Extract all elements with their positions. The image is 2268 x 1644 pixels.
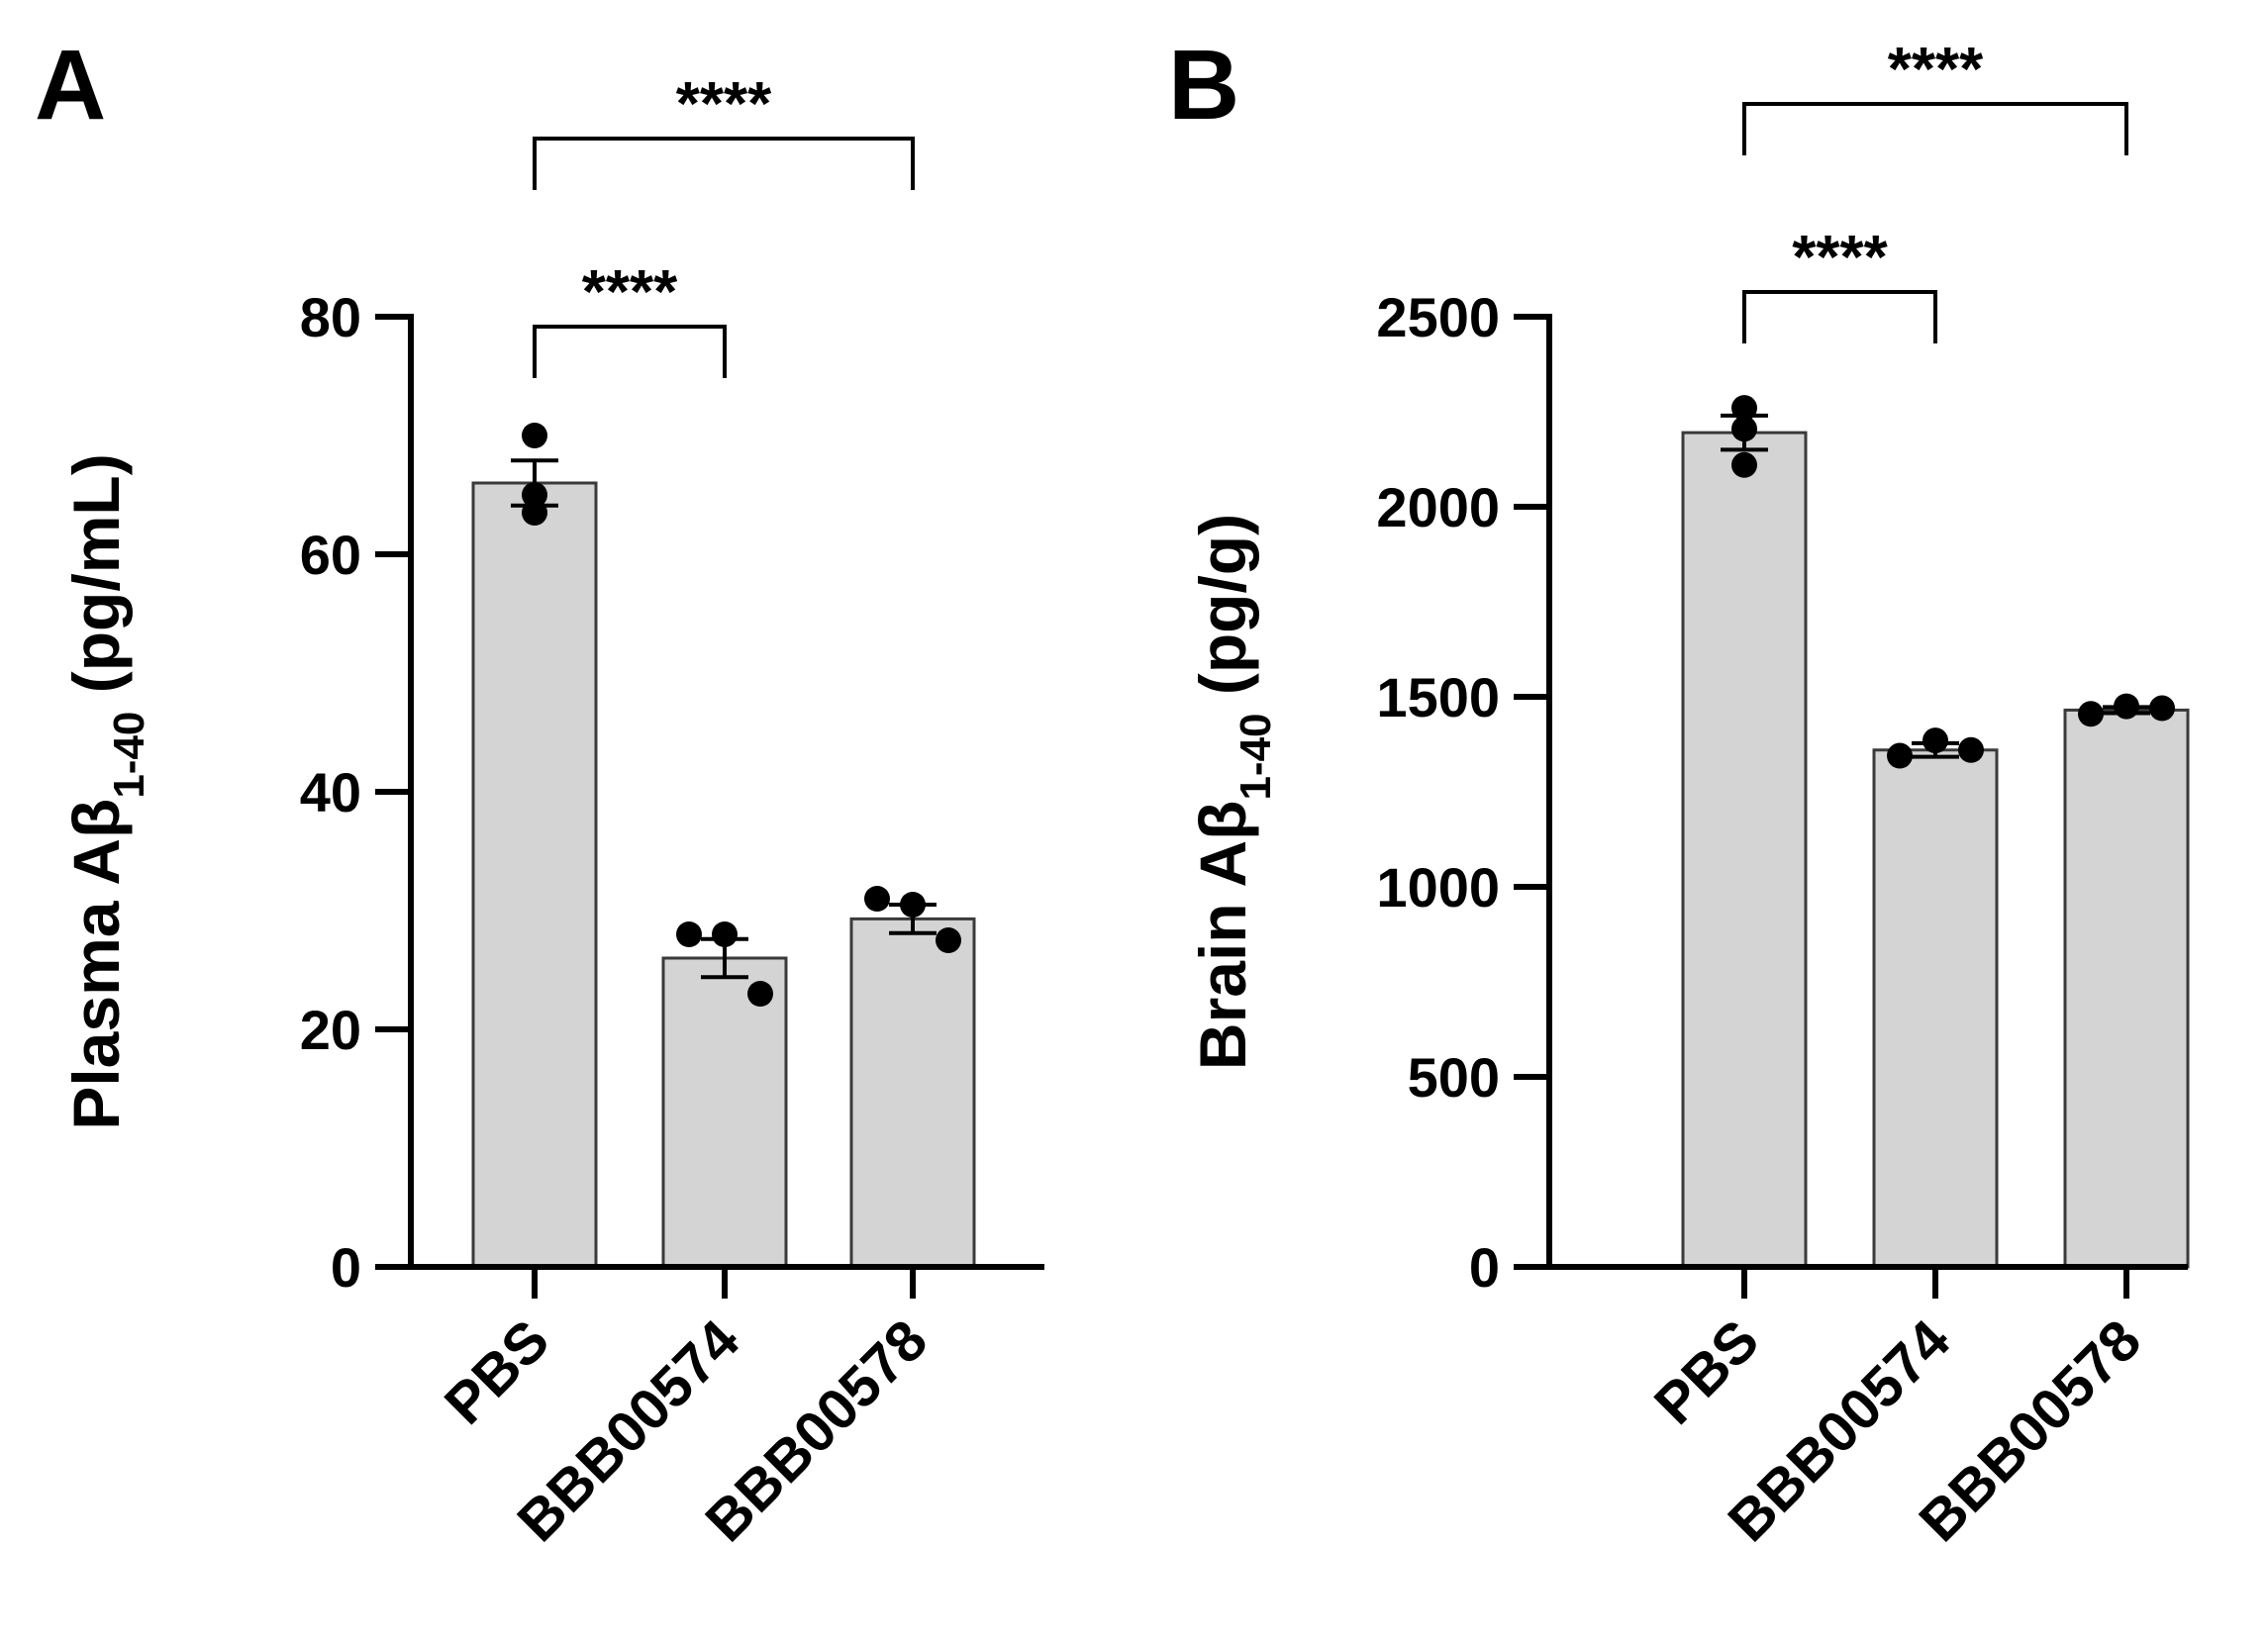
data-point — [1958, 736, 1984, 763]
significance-bracket — [1742, 290, 1937, 343]
data-point — [2078, 701, 2104, 727]
significance-label: **** — [1888, 36, 1984, 104]
y-tick-label: 0 — [331, 1236, 361, 1299]
x-tick-label-pbs: PBS — [433, 1307, 561, 1436]
panel-b: B Brain Aβ1-40 (pg/g) 0 500 1000 1500 2000 25… — [1168, 30, 2190, 1554]
significance-bracket — [1742, 102, 2128, 155]
data-point — [2114, 693, 2139, 720]
y-tick-label: 0 — [1469, 1236, 1500, 1299]
panel-label-a: A — [35, 30, 106, 141]
bar-bbb00574 — [1872, 748, 1999, 1269]
data-point — [900, 892, 926, 918]
y-tick-label: 2000 — [1376, 476, 1500, 538]
y-tick-label: 40 — [300, 761, 361, 823]
significance-label: **** — [676, 70, 772, 139]
data-point — [747, 981, 773, 1007]
y-tick-label: 1500 — [1376, 666, 1500, 728]
data-point — [936, 927, 961, 953]
significance-label: **** — [1792, 224, 1888, 292]
significance-label: **** — [582, 258, 678, 327]
data-point — [1887, 742, 1913, 769]
data-point — [1731, 395, 1757, 422]
bar-pbs — [471, 481, 598, 1269]
y-tick-label: 1000 — [1376, 856, 1500, 919]
bar-bbb00578 — [2063, 708, 2190, 1269]
y-tick-label: 2500 — [1376, 286, 1500, 348]
y-axis-label-a: Plasma Aβ1-40 (pg/mL) — [59, 453, 153, 1129]
data-point — [2149, 695, 2175, 722]
data-point — [1731, 416, 1757, 442]
panel-label-b: B — [1168, 30, 1239, 141]
x-tick-label-pbs: PBS — [1642, 1307, 1771, 1436]
y-tick-label: 80 — [300, 286, 361, 348]
significance-bracket — [533, 137, 915, 190]
panel-a: A Plasma Aβ1-40 (pg/mL) 020406080PBSBBB0… — [35, 30, 1044, 1554]
significance-bracket — [533, 325, 727, 378]
y-axis-label-b: Brain Aβ1-40 (pg/g) — [1186, 514, 1280, 1070]
data-point — [676, 921, 702, 947]
y-tick-label: 20 — [300, 999, 361, 1061]
data-point — [522, 500, 547, 526]
data-point — [864, 886, 890, 912]
bar-bbb00574 — [661, 956, 788, 1269]
bar-pbs — [1681, 431, 1808, 1269]
data-point — [522, 423, 547, 448]
bar-bbb00578 — [849, 917, 976, 1269]
data-point — [522, 482, 547, 508]
y-tick-label: 60 — [300, 524, 361, 586]
data-point — [712, 921, 738, 947]
data-point — [1923, 727, 1948, 754]
data-point — [1731, 451, 1757, 478]
y-tick-label: 500 — [1408, 1046, 1500, 1109]
